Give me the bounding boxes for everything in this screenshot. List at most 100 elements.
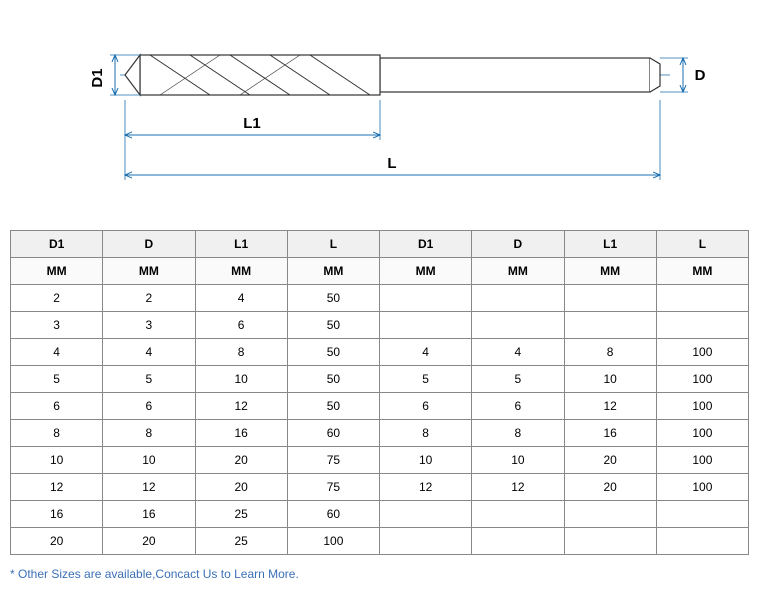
table-cell: 8 xyxy=(103,420,195,447)
table-cell: 8 xyxy=(472,420,564,447)
table-cell xyxy=(564,312,656,339)
table-cell: 20 xyxy=(564,474,656,501)
table-cell: 60 xyxy=(287,501,379,528)
table-cell: 6 xyxy=(472,393,564,420)
table-units-row: MMMMMMMMMMMMMMMM xyxy=(11,258,749,285)
table-cell xyxy=(656,501,748,528)
label-d1: D1 xyxy=(89,68,106,87)
table-cell: 3 xyxy=(11,312,103,339)
table-cell xyxy=(656,312,748,339)
footnote-text: * Other Sizes are available,Concact Us t… xyxy=(10,567,749,581)
table-cell: 8 xyxy=(380,420,472,447)
table-cell: 50 xyxy=(287,312,379,339)
table-cell xyxy=(472,285,564,312)
table-cell: 8 xyxy=(11,420,103,447)
table-cell: 100 xyxy=(656,474,748,501)
table-header-row: D1DL1LD1DL1L xyxy=(11,231,749,258)
table-cell: 4 xyxy=(472,339,564,366)
table-header-cell: D xyxy=(472,231,564,258)
table-header-cell: D1 xyxy=(11,231,103,258)
table-unit-cell: MM xyxy=(564,258,656,285)
label-l1: L1 xyxy=(243,115,261,132)
table-cell xyxy=(564,501,656,528)
table-header-cell: L1 xyxy=(564,231,656,258)
label-l: L xyxy=(387,155,396,172)
table-cell: 100 xyxy=(656,339,748,366)
table-cell: 16 xyxy=(11,501,103,528)
table-cell: 2 xyxy=(11,285,103,312)
table-cell: 16 xyxy=(103,501,195,528)
table-cell: 12 xyxy=(195,393,287,420)
table-cell: 100 xyxy=(656,366,748,393)
table-cell: 12 xyxy=(11,474,103,501)
table-cell: 10 xyxy=(380,447,472,474)
table-cell xyxy=(564,285,656,312)
table-unit-cell: MM xyxy=(287,258,379,285)
table-cell: 16 xyxy=(564,420,656,447)
table-cell: 4 xyxy=(103,339,195,366)
drill-bit-diagram: D1 D L1 L xyxy=(40,20,720,200)
table-cell: 75 xyxy=(287,447,379,474)
table-cell: 3 xyxy=(103,312,195,339)
table-unit-cell: MM xyxy=(195,258,287,285)
table-row: 22450 xyxy=(11,285,749,312)
table-cell: 60 xyxy=(287,420,379,447)
table-cell: 100 xyxy=(656,420,748,447)
table-row: 5510505510100 xyxy=(11,366,749,393)
table-row: 44850448100 xyxy=(11,339,749,366)
table-unit-cell: MM xyxy=(380,258,472,285)
table-cell: 10 xyxy=(564,366,656,393)
table-cell: 8 xyxy=(195,339,287,366)
table-cell: 10 xyxy=(11,447,103,474)
table-cell: 8 xyxy=(564,339,656,366)
table-cell: 12 xyxy=(103,474,195,501)
table-cell: 10 xyxy=(103,447,195,474)
table-cell: 50 xyxy=(287,339,379,366)
table-cell: 75 xyxy=(287,474,379,501)
table-header-cell: L xyxy=(656,231,748,258)
table-cell: 4 xyxy=(11,339,103,366)
table-row: 12122075121220100 xyxy=(11,474,749,501)
table-header-cell: L1 xyxy=(195,231,287,258)
table-cell xyxy=(380,285,472,312)
table-cell: 12 xyxy=(380,474,472,501)
table-cell xyxy=(472,501,564,528)
table-row: 16162560 xyxy=(11,501,749,528)
table-cell: 50 xyxy=(287,366,379,393)
table-cell: 6 xyxy=(380,393,472,420)
table-cell xyxy=(656,285,748,312)
table-cell: 100 xyxy=(656,447,748,474)
table-cell xyxy=(380,312,472,339)
table-header-cell: D xyxy=(103,231,195,258)
table-cell: 20 xyxy=(195,447,287,474)
table-cell: 5 xyxy=(380,366,472,393)
table-header-cell: L xyxy=(287,231,379,258)
table-cell: 6 xyxy=(195,312,287,339)
table-row: 6612506612100 xyxy=(11,393,749,420)
table-cell: 20 xyxy=(195,474,287,501)
table-cell: 25 xyxy=(195,501,287,528)
table-row: 8816608816100 xyxy=(11,420,749,447)
table-cell: 50 xyxy=(287,393,379,420)
table-unit-cell: MM xyxy=(11,258,103,285)
table-header-cell: D1 xyxy=(380,231,472,258)
table-cell: 50 xyxy=(287,285,379,312)
table-cell: 12 xyxy=(564,393,656,420)
table-cell: 4 xyxy=(380,339,472,366)
table-unit-cell: MM xyxy=(103,258,195,285)
table-cell xyxy=(380,501,472,528)
table-cell: 6 xyxy=(103,393,195,420)
table-cell: 5 xyxy=(11,366,103,393)
table-cell: 10 xyxy=(472,447,564,474)
table-cell: 2 xyxy=(103,285,195,312)
diagram-svg: D1 D L1 L xyxy=(40,20,720,200)
table-cell xyxy=(472,312,564,339)
table-cell: 20 xyxy=(564,447,656,474)
table-cell: 10 xyxy=(195,366,287,393)
table-cell: 5 xyxy=(103,366,195,393)
table-unit-cell: MM xyxy=(472,258,564,285)
table-row: 10102075101020100 xyxy=(11,447,749,474)
specification-table: D1DL1LD1DL1L MMMMMMMMMMMMMMMM 2245033650… xyxy=(10,230,749,555)
table-cell: 16 xyxy=(195,420,287,447)
table-cell: 100 xyxy=(656,393,748,420)
